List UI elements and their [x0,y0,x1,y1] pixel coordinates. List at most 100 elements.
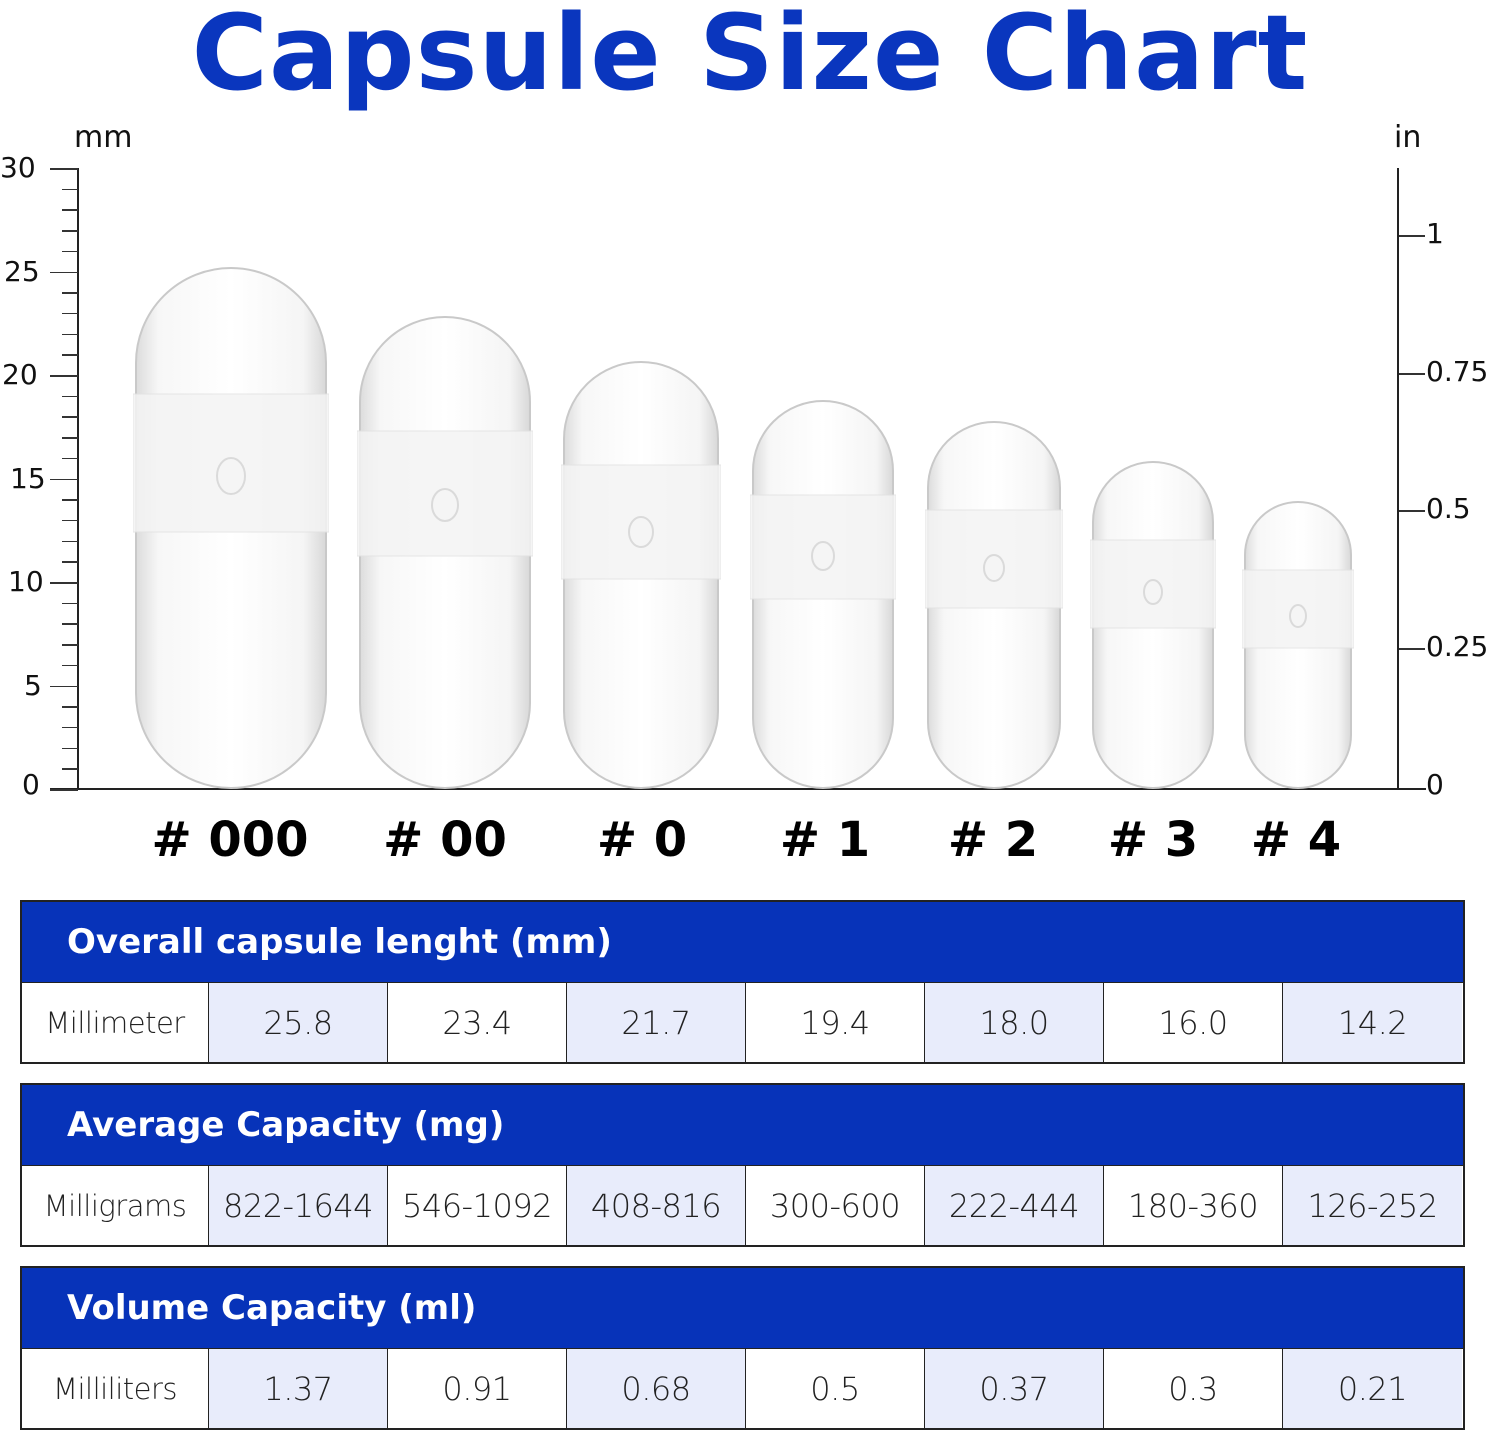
table-cell: 18.0 [924,983,1103,1062]
capsule-2-image [925,421,1063,789]
x-axis-baseline [50,788,1426,790]
table-cell: 126-252 [1282,1166,1462,1245]
table-cell: 21.7 [566,983,745,1062]
table-row: Milliliters 1.37 0.91 0.68 0.5 0.37 0.3 … [22,1348,1463,1428]
left-axis-tick [62,499,78,501]
capsule-size-chart: mm in 30 25 20 15 10 5 0 1 0.75 0.5 0.25… [0,120,1500,880]
right-tick-05 [1399,510,1425,512]
ytick-0: 0 [22,768,40,801]
table-cell: 0.3 [1103,1349,1282,1428]
ytick-5: 5 [24,669,42,702]
left-axis-tick [62,519,78,522]
length-table: Overall capsule lenght (mm) Millimeter 2… [20,900,1465,1064]
left-axis-tick [62,623,78,625]
row-label: Millimeter [45,1005,185,1040]
table-cell: 0.5 [745,1349,924,1428]
capsule-label-000: # 000 [151,812,309,868]
capsule-1-image [750,400,896,789]
left-axis-tick [62,664,78,667]
left-axis-tick [50,789,78,791]
table-cell: 222-444 [924,1166,1103,1245]
left-axis-tick [50,582,78,584]
left-axis-tick [62,333,78,336]
ytick-20: 20 [2,358,38,391]
right-axis-line [1397,168,1399,790]
capsule-label-00: # 00 [383,812,507,868]
ytick-30: 30 [0,151,36,184]
capacity-mg-table-header: Average Capacity (mg) [22,1085,1463,1165]
table-cell: 25.8 [208,983,387,1062]
right-tick-025 [1399,648,1425,650]
ytick-15: 15 [10,462,46,495]
table-row: Millimeter 25.8 23.4 21.7 19.4 18.0 16.0… [22,982,1463,1062]
table-cell: 0.21 [1282,1349,1462,1428]
table-row: Milligrams 822-1644 546-1092 408-816 300… [22,1165,1463,1245]
capsule-label-1: # 1 [779,812,871,868]
right-ytick-075: 0.75 [1426,355,1489,388]
capacity-mg-table: Average Capacity (mg) Milligrams 822-164… [20,1083,1465,1247]
capsule-label-2: # 2 [947,812,1039,868]
right-tick-1 [1399,235,1425,237]
left-axis-tick [62,188,78,191]
left-axis-tick [62,768,78,770]
left-axis-tick [50,375,78,377]
table-cell: 16.0 [1103,983,1282,1062]
table-cell: 14.2 [1282,983,1462,1062]
capsule-label-3: # 3 [1107,812,1199,868]
table-cell: 546-1092 [387,1166,566,1245]
table-cell: 300-600 [745,1166,924,1245]
left-axis-tick [62,437,78,439]
left-axis-tick [62,457,78,460]
left-axis-tick [62,726,78,729]
left-axis-tick [62,747,78,750]
left-axis-tick [62,230,78,232]
left-axis-tick [62,312,78,315]
row-label: Milligrams [43,1188,187,1223]
left-axis-tick [50,168,78,170]
left-axis-line [77,168,79,790]
left-axis-tick [62,561,78,563]
left-axis-tick [62,602,78,605]
capsule-label-4: # 4 [1250,812,1342,868]
left-axis-tick [50,478,78,480]
right-ytick-1: 1 [1426,217,1444,250]
table-cell: 0.91 [387,1349,566,1428]
left-axis-tick [50,271,78,273]
left-axis-tick [62,540,78,543]
capsule-4-image [1242,501,1354,789]
length-table-header: Overall capsule lenght (mm) [22,902,1463,982]
page-title: Capsule Size Chart [191,0,1309,114]
right-ytick-0: 0 [1426,768,1444,801]
left-axis-tick [62,416,78,418]
right-ytick-05: 0.5 [1426,492,1471,525]
row-label: Milliliters [52,1371,178,1406]
right-tick-075 [1399,373,1425,375]
right-ytick-025: 0.25 [1426,630,1489,663]
table-cell: 23.4 [387,983,566,1062]
right-axis-unit: in [1394,120,1422,155]
table-cell: 408-816 [566,1166,745,1245]
ytick-25: 25 [4,255,40,288]
capsule-3-image [1090,461,1216,789]
left-axis-tick [62,209,78,211]
volume-ml-table-header: Volume Capacity (ml) [22,1268,1463,1348]
left-axis-tick [62,292,78,294]
left-axis-unit: mm [74,120,133,155]
table-cell: 822-1644 [208,1166,387,1245]
capsule-00-image [357,316,533,789]
left-axis-tick [50,685,78,687]
table-cell: 0.68 [566,1349,745,1428]
table-cell: 180-360 [1103,1166,1282,1245]
capsule-000-image [133,267,329,789]
ytick-10: 10 [8,565,44,598]
table-cell: 19.4 [745,983,924,1062]
volume-ml-table: Volume Capacity (ml) Milliliters 1.37 0.… [20,1266,1465,1430]
capsule-label-0: # 0 [596,812,688,868]
left-axis-tick [62,354,78,356]
left-axis-tick [62,644,78,646]
table-cell: 0.37 [924,1349,1103,1428]
left-axis-tick [62,395,78,398]
capsule-0-image [561,361,721,789]
table-cell: 1.37 [208,1349,387,1428]
left-axis-tick [62,706,78,708]
